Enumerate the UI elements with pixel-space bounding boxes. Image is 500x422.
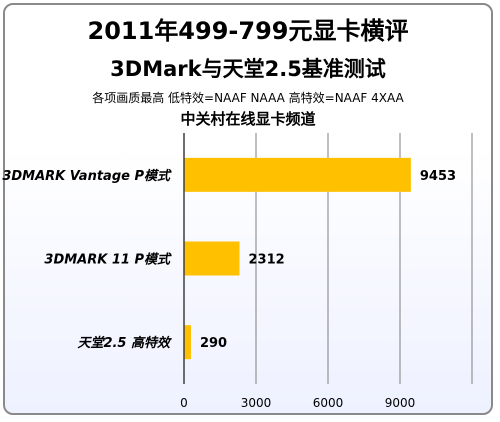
category-label-1: 3DMARK 11 P模式 bbox=[44, 252, 172, 268]
data-label-2: 290 bbox=[200, 336, 227, 351]
chart-title: 2011年499-799元显卡横评 bbox=[87, 17, 409, 45]
data-label-1: 2312 bbox=[248, 253, 284, 268]
x-tick-label-1: 3000 bbox=[241, 396, 272, 410]
x-tick-label-0: 0 bbox=[180, 396, 188, 410]
x-tick-label-2: 6000 bbox=[313, 396, 344, 410]
data-label-0: 9453 bbox=[420, 169, 456, 184]
chart-frame: 2011年499-799元显卡横评 3DMark与天堂2.5基准测试 各项画质最… bbox=[3, 3, 493, 415]
category-label-2: 天堂2.5 高特效 bbox=[77, 335, 172, 351]
source-label: 中关村在线显卡频道 bbox=[180, 110, 316, 128]
chart-subtitle: 3DMark与天堂2.5基准测试 bbox=[110, 57, 386, 81]
category-label-0: 3DMARK Vantage P模式 bbox=[2, 168, 172, 184]
settings-note: 各项画质最高 低特效=NAAF NAAA 高特效=NAAF 4XAA bbox=[92, 91, 404, 105]
bar-0 bbox=[184, 157, 411, 192]
x-tick-label-3: 9000 bbox=[385, 396, 416, 410]
bar-2 bbox=[184, 325, 191, 360]
bar-1 bbox=[184, 241, 240, 276]
